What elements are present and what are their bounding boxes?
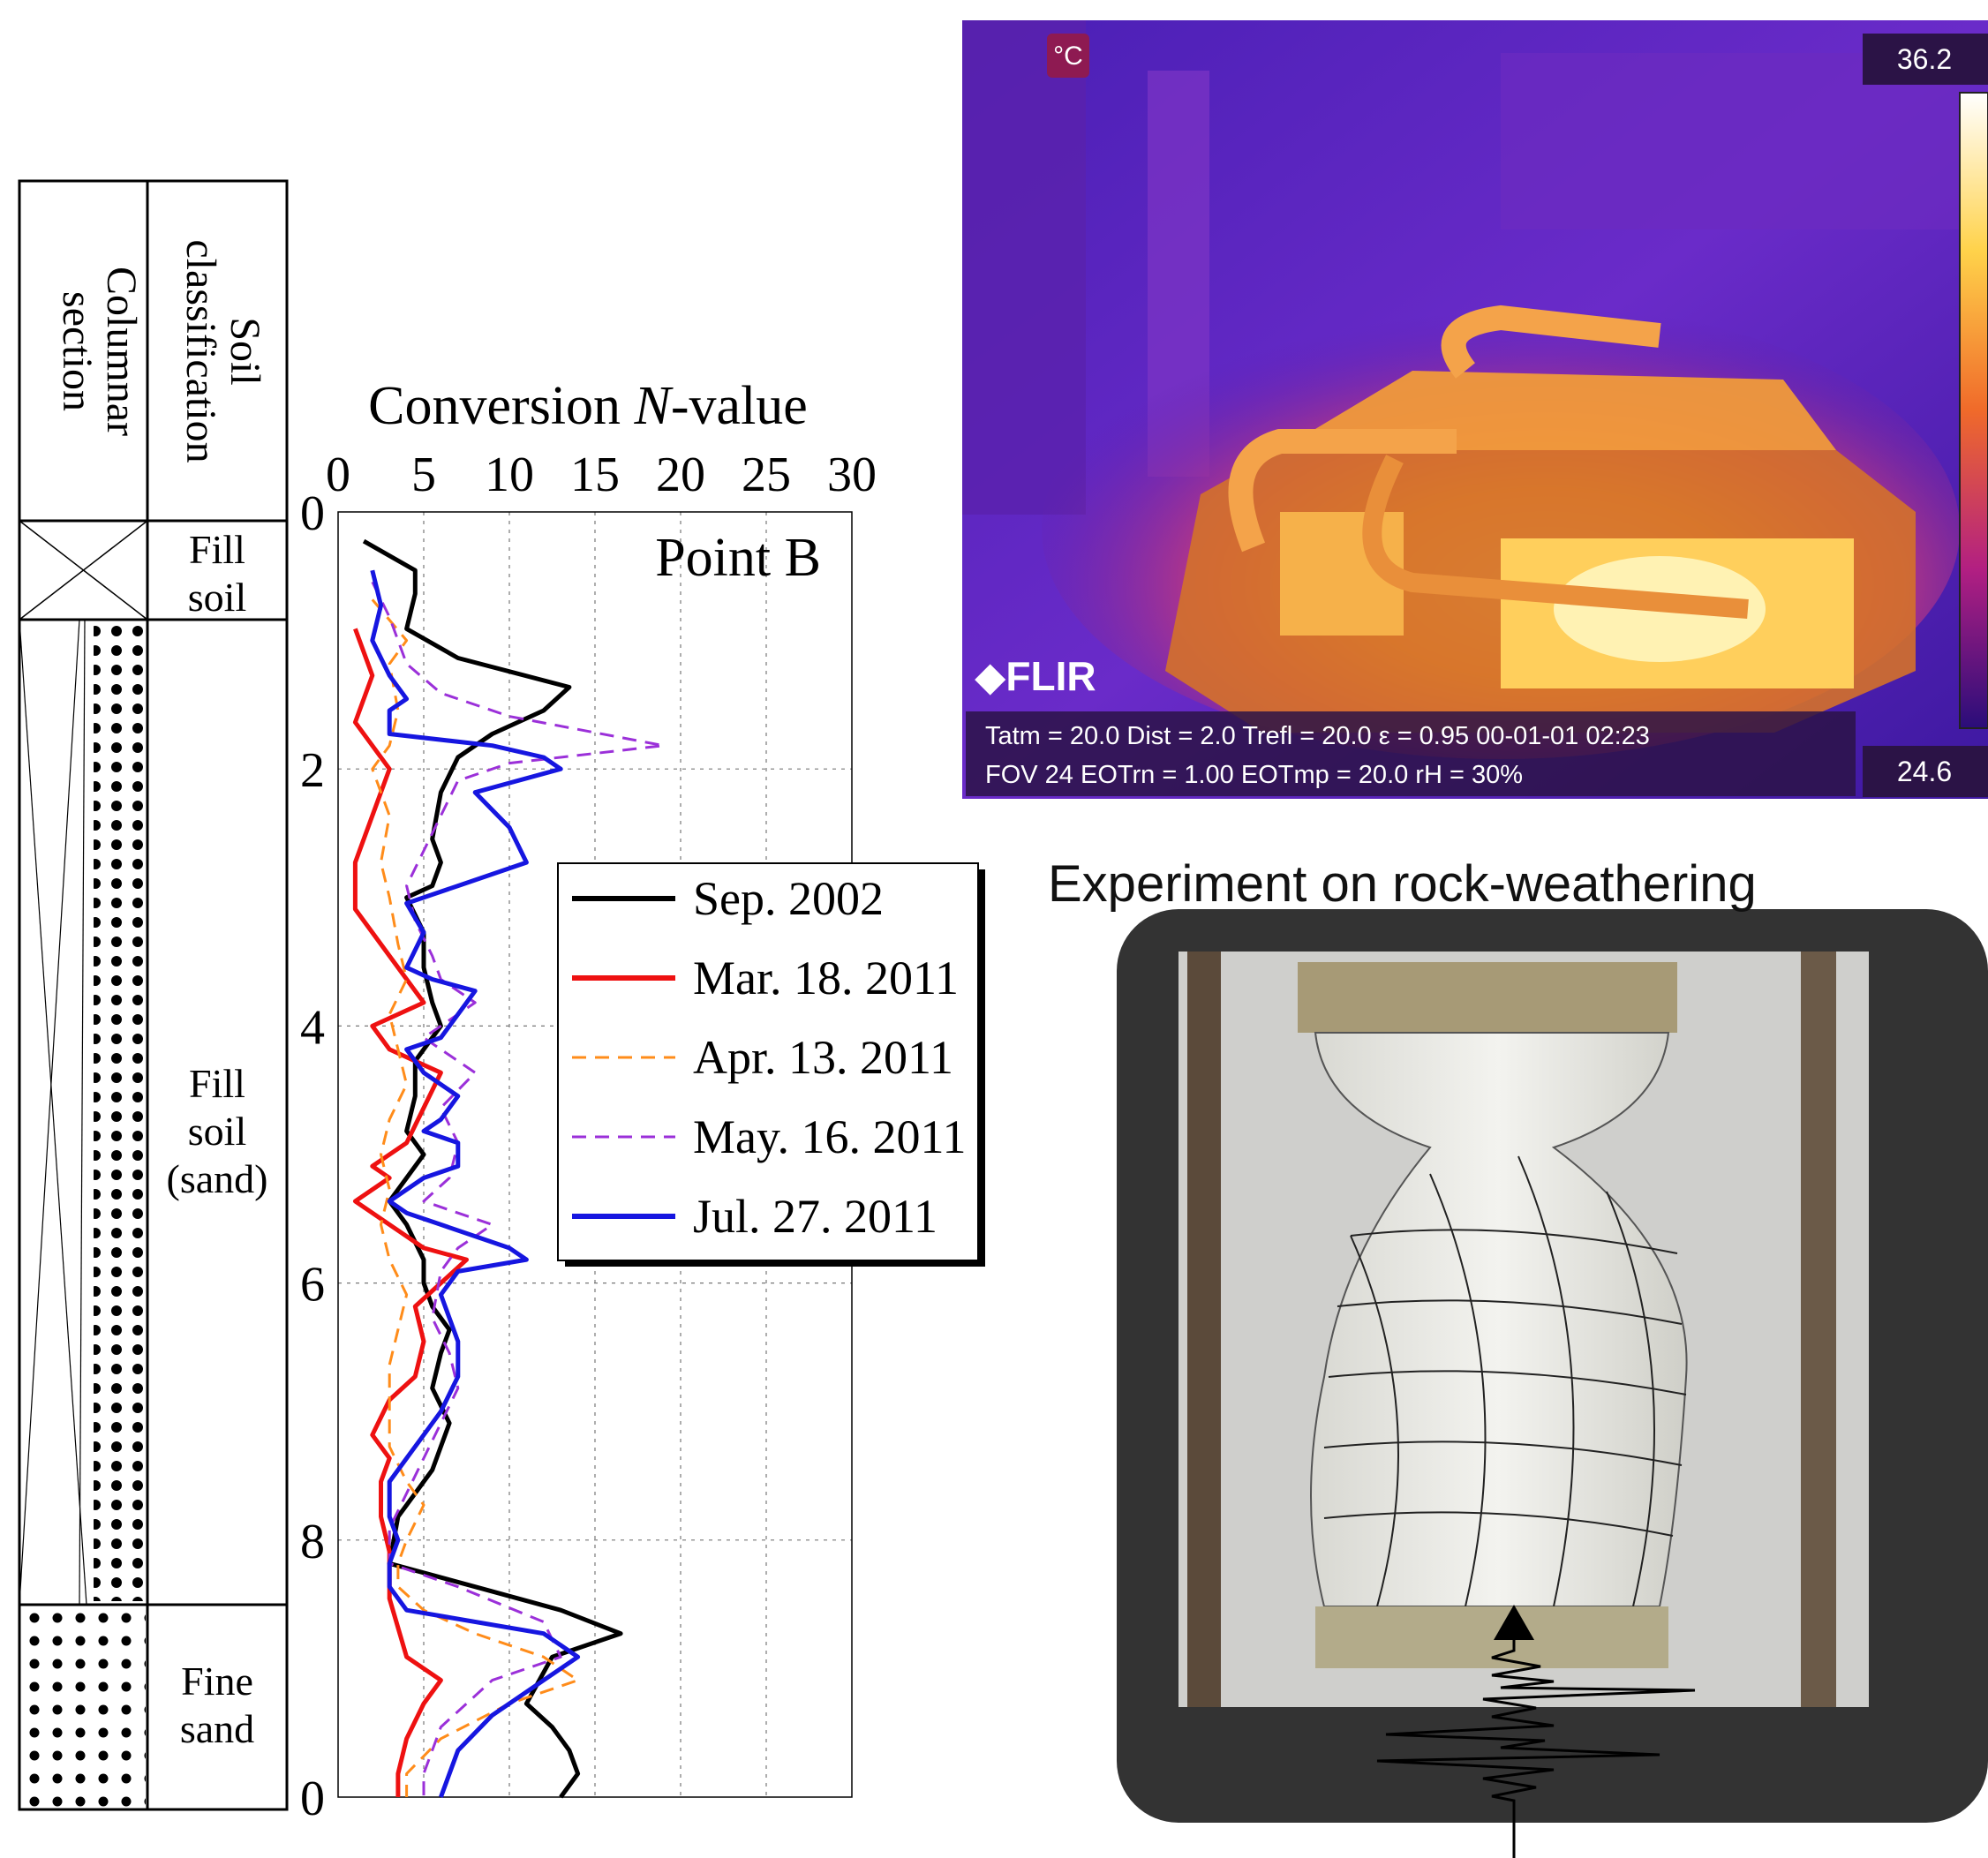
thermal-unit-label: °C bbox=[1053, 41, 1083, 71]
x-tick-label: 30 bbox=[827, 448, 877, 502]
twisted-sample bbox=[1310, 1032, 1688, 1607]
header-columnar-line1: Columnar bbox=[98, 267, 145, 436]
flir-logo: ◆FLIR bbox=[975, 653, 1096, 699]
soil-column: Columnar section Soil classification Fil… bbox=[18, 179, 289, 1811]
y-tick-label: 0 bbox=[300, 1771, 325, 1826]
sand-slant-line-2 bbox=[19, 619, 80, 1606]
thermal-scale-min: 24.6 bbox=[1897, 756, 1952, 787]
fine-sand-dots bbox=[21, 1606, 146, 1808]
photo-right-rod bbox=[1801, 952, 1836, 1707]
layer-fill-soil-label-1: Fill bbox=[189, 527, 245, 572]
layer-fill-sand-label-2: soil bbox=[188, 1109, 246, 1154]
x-tick-label: 10 bbox=[485, 448, 534, 502]
thermal-params-line2: FOV 24 EOTrn = 1.00 EOTmp = 20.0 rH = 30… bbox=[985, 761, 1523, 789]
thermal-scale-max-badge bbox=[1863, 34, 1988, 85]
experiment-title: Experiment on rock-weathering bbox=[1048, 855, 1757, 913]
y-tick-labels: 0 2 4 6 8 0 bbox=[300, 486, 325, 1826]
sample-grid-lines bbox=[1323, 1155, 1687, 1607]
thermal-params-line1: Tatm = 20.0 Dist = 2.0 Trefl = 20.0 ε = … bbox=[985, 722, 1650, 750]
thermal-clamp-1 bbox=[1228, 429, 1457, 553]
thermal-clamp-3 bbox=[1362, 455, 1749, 619]
y-tick-label: 8 bbox=[300, 1515, 325, 1569]
thermal-image: °C 36.2 24.6 ◆FLIR Tatm = 20.0 Dist = 2.… bbox=[962, 20, 1988, 799]
y-tick-label: 6 bbox=[300, 1258, 325, 1313]
x-tick-label: 25 bbox=[742, 448, 791, 502]
legend-label: May. 16. 2011 bbox=[693, 1110, 966, 1163]
x-tick-labels: 0 5 10 15 20 25 30 bbox=[326, 448, 877, 502]
layer-fill-soil-label-2: soil bbox=[188, 575, 246, 620]
legend-label: Mar. 18. 2011 bbox=[693, 952, 959, 1004]
photo-top-cap bbox=[1298, 962, 1677, 1033]
series-lines bbox=[352, 538, 666, 1799]
legend-label: Jul. 27. 2011 bbox=[693, 1190, 938, 1243]
x-tick-label: 20 bbox=[656, 448, 705, 502]
layer-fill-sand-label-1: Fill bbox=[189, 1061, 245, 1106]
legend-label: Apr. 13. 2011 bbox=[693, 1031, 953, 1084]
header-classification-line1: Soil bbox=[222, 317, 268, 385]
y-tick-label: 0 bbox=[300, 486, 325, 541]
shaking-arrow-head bbox=[1494, 1605, 1534, 1640]
sand-slant-line-3 bbox=[79, 619, 86, 1606]
thermal-scale-min-badge bbox=[1863, 746, 1988, 797]
n-value-chart: Conversion N-value 0 5 10 15 20 25 30 0 2 4 6 8 0 P… bbox=[300, 376, 985, 1826]
layer-fine-sand-label-1: Fine bbox=[181, 1659, 253, 1704]
thermal-bg-structure-3 bbox=[962, 20, 1086, 515]
series-line-3 bbox=[371, 598, 580, 1797]
legend-box bbox=[557, 862, 979, 1261]
thermal-clamp-2 bbox=[1441, 305, 1661, 379]
x-tick-label: 15 bbox=[570, 448, 620, 502]
point-b-annotation: Point B bbox=[655, 528, 821, 588]
x-tick-label: 0 bbox=[326, 448, 350, 502]
soil-column-frame bbox=[18, 179, 289, 1811]
photo-left-rod bbox=[1187, 952, 1221, 1707]
header-columnar-line2: section bbox=[54, 291, 101, 411]
rock-weathering-photo bbox=[1117, 909, 1988, 1858]
thermal-scale-max: 36.2 bbox=[1897, 43, 1952, 75]
series-line-4 bbox=[371, 581, 666, 1797]
sand-slant-line-1 bbox=[19, 619, 87, 1606]
y-tick-label: 2 bbox=[300, 743, 325, 798]
layer-fill-sand-label-3: (sand) bbox=[167, 1156, 268, 1201]
chart-legend: Sep. 2002 Mar. 18. 2011 Apr. 13. 2011 May. … bbox=[557, 862, 985, 1267]
fill-cross-line-b bbox=[19, 520, 148, 621]
shaking-waveform bbox=[1376, 1640, 1696, 1858]
x-tick-label: 5 bbox=[411, 448, 436, 502]
y-tick-label: 4 bbox=[300, 1000, 325, 1055]
sand-dots-column bbox=[94, 625, 143, 1601]
thermal-params-box bbox=[966, 711, 1856, 796]
layer-fine-sand-label-2: sand bbox=[180, 1706, 254, 1751]
series-line-5 bbox=[370, 569, 581, 1798]
header-classification-line2: classification bbox=[177, 239, 224, 463]
thermal-unit-badge bbox=[1047, 34, 1089, 78]
chart-title: Conversion N-value bbox=[368, 376, 808, 436]
thermal-scale-bar bbox=[1959, 92, 1988, 729]
series-line-2 bbox=[352, 628, 469, 1797]
legend-label: Sep. 2002 bbox=[693, 872, 884, 925]
